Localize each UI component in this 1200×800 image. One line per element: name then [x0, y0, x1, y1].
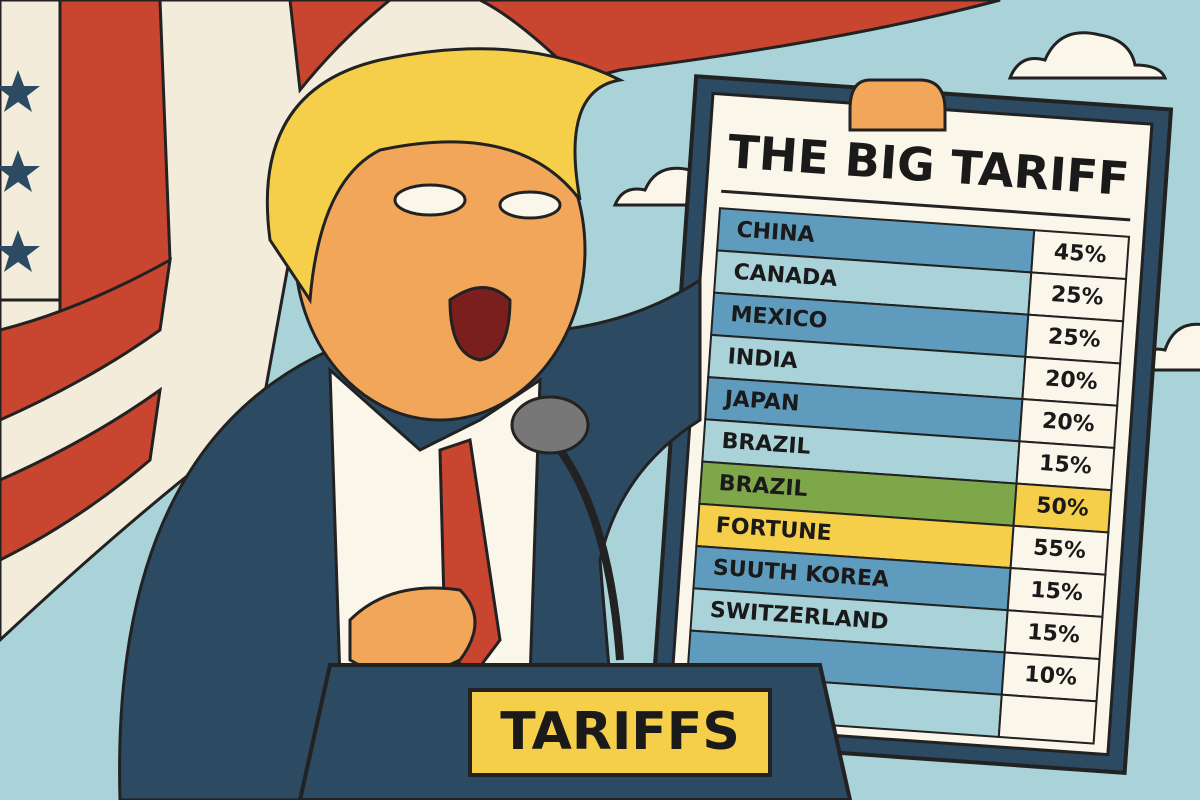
- tariff-value: 25%: [1047, 324, 1101, 353]
- tariff-value: 45%: [1053, 240, 1107, 269]
- tariff-value: 15%: [1026, 620, 1080, 649]
- podium: TARIFFS: [297, 663, 853, 800]
- tariff-value: 10%: [1024, 662, 1078, 691]
- microphone: [510, 395, 624, 661]
- country-label: BRAZIL: [718, 471, 808, 502]
- country-label: BRAZIL: [721, 429, 811, 460]
- flag: [0, 0, 1001, 643]
- country-label: CHINA: [736, 218, 816, 248]
- tariff-value: 55%: [1032, 535, 1086, 564]
- value-cell: [997, 693, 1098, 745]
- rule: [721, 189, 1131, 222]
- tariff-value: 50%: [1035, 493, 1089, 522]
- hand: [848, 78, 947, 132]
- table: CHINA45%CANADA25%MEXICO25%INDIA20%JAPAN2…: [683, 207, 1131, 745]
- tariff-value: 25%: [1050, 282, 1104, 311]
- tariff-value: 20%: [1044, 366, 1098, 395]
- tariff-value: 20%: [1041, 409, 1095, 438]
- sign: THE BIG TARIFF CHINA45%CANADA25%MEXICO25…: [647, 74, 1174, 775]
- tariff-value: 15%: [1038, 451, 1092, 480]
- country-label: JAPAN: [722, 386, 800, 416]
- podium-label: TARIFFS: [500, 702, 740, 762]
- country-label: INDIA: [727, 344, 799, 374]
- podium-plate: [468, 688, 772, 777]
- tariff-value: 15%: [1029, 578, 1083, 607]
